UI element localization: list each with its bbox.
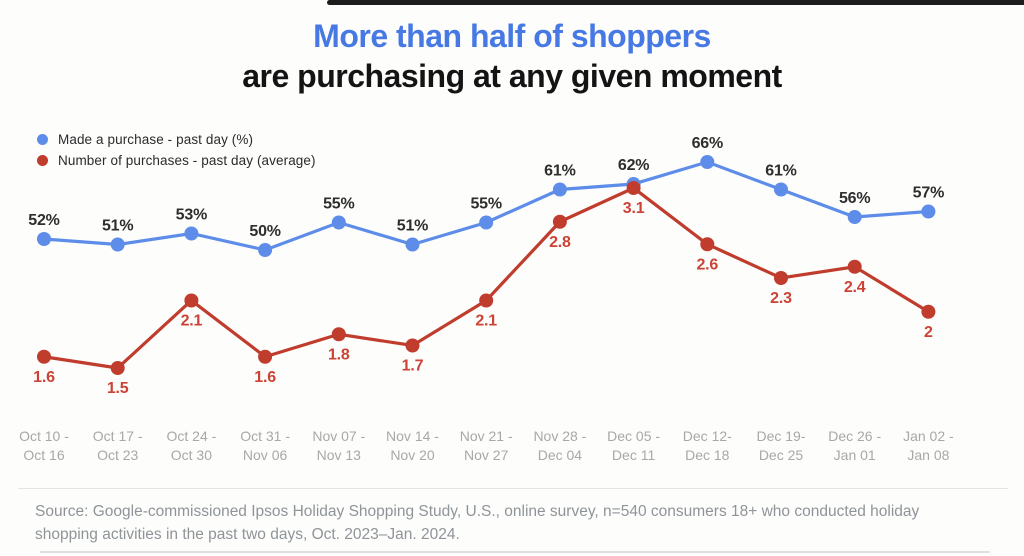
data-label: 61%	[765, 163, 796, 180]
x-axis-label: Dec 12-Dec 18	[683, 428, 732, 463]
data-label: 57%	[913, 185, 944, 202]
data-point	[331, 215, 346, 230]
x-axis-label: Oct 17 -Oct 23	[93, 428, 143, 463]
data-point	[774, 271, 788, 285]
title-accent-line: More than half of shoppers	[313, 18, 711, 54]
legend-row-red: Number of purchases - past day (average)	[37, 150, 316, 171]
legend-dot-blue-icon	[37, 134, 48, 145]
data-label: 53%	[176, 207, 207, 224]
bottom-edge-line	[40, 551, 990, 553]
data-point	[552, 182, 567, 197]
data-label: 1.5	[107, 380, 129, 397]
top-edge-bar	[327, 0, 1024, 5]
data-label: 2.4	[844, 279, 866, 296]
data-label: 2.3	[770, 290, 792, 307]
data-label: 1.7	[402, 358, 424, 375]
x-axis-label: Nov 14 -Nov 20	[386, 428, 439, 463]
data-point	[847, 259, 862, 274]
data-label: 2.6	[696, 256, 718, 273]
data-label: 2	[924, 324, 933, 341]
legend-label-blue: Made a purchase - past day (%)	[58, 132, 254, 147]
x-axis-label: Oct 24 -Oct 30	[167, 428, 217, 463]
x-axis-label: Dec 19-Dec 25	[756, 428, 805, 463]
data-label: 51%	[397, 218, 428, 235]
data-label: 56%	[839, 190, 870, 207]
data-label: 61%	[544, 163, 575, 180]
x-axis-label: Nov 28 -Dec 04	[533, 428, 586, 463]
data-label: 3.1	[623, 200, 645, 217]
data-point	[405, 338, 420, 353]
data-label: 55%	[470, 196, 501, 213]
legend-row-blue: Made a purchase - past day (%)	[37, 129, 316, 150]
legend: Made a purchase - past day (%) Number of…	[37, 129, 316, 171]
x-axis-label: Oct 31 -Nov 06	[240, 428, 290, 463]
data-point	[921, 304, 936, 319]
legend-dot-red-icon	[37, 155, 48, 166]
data-label: 2.8	[549, 234, 571, 251]
data-point	[700, 237, 715, 252]
data-point	[184, 293, 199, 308]
data-point	[921, 204, 936, 219]
chart-title: More than half of shoppers are purchasin…	[0, 16, 1024, 96]
data-label: 66%	[692, 135, 723, 152]
data-label: 51%	[102, 218, 133, 235]
x-axis-label: Dec 26 -Jan 01	[828, 428, 881, 463]
data-point	[37, 232, 51, 246]
data-point	[110, 237, 125, 252]
data-point	[184, 226, 199, 241]
data-label: 1.6	[254, 369, 276, 386]
data-point	[774, 182, 788, 197]
title-dark-line: are purchasing at any given moment	[242, 58, 782, 94]
data-label: 1.6	[33, 369, 55, 386]
x-axis-label: Jan 02 -Jan 08	[903, 428, 954, 463]
data-point	[847, 210, 862, 224]
data-point	[552, 214, 567, 229]
data-point	[331, 327, 346, 342]
x-axis-label: Nov 07 -Nov 13	[312, 428, 365, 463]
x-axis-label: Dec 05 -Dec 11	[607, 428, 660, 463]
data-point	[110, 361, 125, 375]
data-point	[700, 155, 715, 169]
data-point	[405, 237, 420, 252]
data-label: 2.1	[475, 313, 497, 330]
x-axis-label: Nov 21 -Nov 27	[460, 428, 513, 463]
source-note: Source: Google-commissioned Ipsos Holida…	[35, 503, 920, 543]
data-label: 50%	[249, 223, 280, 240]
data-label: 52%	[28, 212, 59, 229]
data-point	[258, 243, 273, 257]
data-point	[626, 181, 641, 195]
data-point	[479, 293, 494, 308]
data-point	[258, 349, 273, 364]
footer-divider	[18, 488, 1008, 489]
data-label: 55%	[323, 196, 354, 213]
legend-label-red: Number of purchases - past day (average)	[58, 153, 316, 168]
data-label: 62%	[618, 157, 649, 174]
data-label: 2.1	[181, 313, 203, 330]
data-point	[479, 215, 494, 230]
x-axis-label: Oct 10 -Oct 16	[19, 428, 69, 463]
data-point	[37, 349, 51, 364]
data-label: 1.8	[328, 346, 350, 363]
